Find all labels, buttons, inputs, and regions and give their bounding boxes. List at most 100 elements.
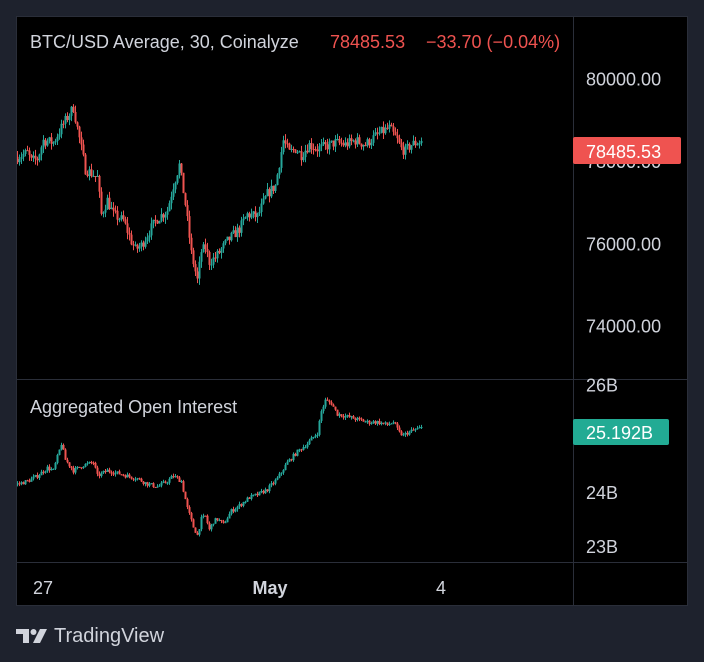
candle-body	[310, 437, 313, 441]
candle-body	[52, 142, 55, 144]
candle-body	[372, 135, 375, 143]
candle-body	[352, 416, 355, 419]
candle-body	[116, 471, 119, 473]
candle-body	[278, 167, 281, 175]
candle-body	[354, 418, 357, 420]
candle-body	[298, 449, 301, 451]
candle-body	[388, 424, 391, 426]
candle-body	[398, 427, 401, 432]
candle-body	[76, 122, 79, 127]
candle-body	[180, 481, 183, 483]
candle-body	[120, 474, 123, 476]
candle-body	[114, 210, 117, 212]
candle-body	[134, 244, 137, 246]
candle-body	[348, 138, 351, 147]
oi-axis[interactable]: 26B25B24B23B	[586, 375, 618, 556]
candle-body	[186, 205, 189, 217]
candle-body	[368, 420, 371, 424]
candle-body	[416, 144, 419, 146]
candle-body	[386, 127, 389, 129]
candle-body	[260, 203, 263, 212]
candle-body	[174, 476, 177, 478]
x-tick-label: 4	[436, 578, 446, 598]
brand-name: TradingView	[54, 624, 165, 647]
candle-body	[74, 467, 77, 473]
candle-body	[124, 219, 127, 224]
candle-body	[62, 444, 65, 450]
candle-body	[50, 469, 53, 471]
candle-body	[204, 244, 207, 250]
candle-body	[216, 250, 219, 259]
candle-body	[128, 474, 131, 477]
candle-body	[82, 144, 85, 155]
candle-body	[376, 132, 379, 134]
candle-body	[220, 519, 223, 522]
candle-body	[96, 467, 99, 474]
candle-body	[344, 142, 347, 146]
candle-body	[342, 143, 345, 146]
candle-body	[408, 143, 411, 150]
candle-body	[168, 203, 171, 212]
candle-body	[352, 140, 355, 142]
candle-body	[218, 519, 221, 521]
candle-body	[358, 417, 361, 419]
candle-body	[388, 124, 391, 129]
candle-body	[382, 422, 385, 424]
candle-body	[226, 236, 229, 240]
tradingview-brand[interactable]: TradingView	[16, 622, 164, 650]
legend-change: −33.70 (−0.04%)	[426, 32, 560, 52]
y-tick-label: 23B	[586, 537, 618, 557]
candle-body	[318, 146, 321, 152]
candle-body	[182, 481, 185, 492]
candle-body	[22, 153, 25, 158]
candle-body	[236, 227, 239, 238]
candle-body	[24, 150, 27, 154]
candle-body	[362, 419, 365, 422]
candle-body	[36, 158, 39, 161]
candle-body	[96, 175, 99, 177]
candle-body	[350, 416, 353, 418]
candle-body	[286, 461, 289, 465]
oi-title[interactable]: Aggregated Open Interest	[30, 397, 237, 417]
candle-body	[18, 159, 21, 163]
candle-body	[78, 126, 81, 138]
candle-body	[308, 440, 311, 445]
candle-body	[98, 473, 101, 476]
candle-body	[102, 470, 105, 473]
candle-body	[312, 149, 315, 151]
candle-body	[100, 472, 103, 476]
candle-body	[280, 152, 283, 168]
candle-body	[160, 482, 163, 486]
candle-body	[420, 140, 423, 144]
candle-body	[284, 140, 287, 144]
candle-body	[356, 137, 359, 145]
candle-body	[234, 230, 237, 238]
price-last-badge: 78485.53	[586, 142, 661, 162]
candle-body	[92, 462, 95, 464]
candle-body	[106, 197, 109, 210]
candle-body	[46, 141, 49, 146]
oi-last-badge: 25.192B	[586, 423, 653, 443]
candle-body	[400, 142, 403, 148]
candle-body	[92, 176, 95, 178]
candle-body	[190, 237, 193, 251]
candle-body	[60, 123, 63, 135]
candle-body	[156, 486, 159, 488]
candle-body	[230, 509, 233, 514]
candle-body	[268, 189, 271, 197]
candle-body	[42, 471, 45, 473]
candle-body	[48, 466, 51, 471]
candle-body	[56, 454, 59, 463]
candle-body	[330, 140, 333, 142]
candle-body	[196, 271, 199, 279]
y-tick-label: 80000.00	[586, 70, 661, 90]
candle-body	[320, 411, 323, 421]
candle-body	[262, 491, 265, 494]
time-axis[interactable]: 27 May 4	[33, 578, 446, 598]
symbol-title[interactable]: BTC/USD Average, 30, Coinalyze	[30, 32, 299, 52]
candle-body	[308, 142, 311, 153]
candle-body	[24, 480, 27, 485]
